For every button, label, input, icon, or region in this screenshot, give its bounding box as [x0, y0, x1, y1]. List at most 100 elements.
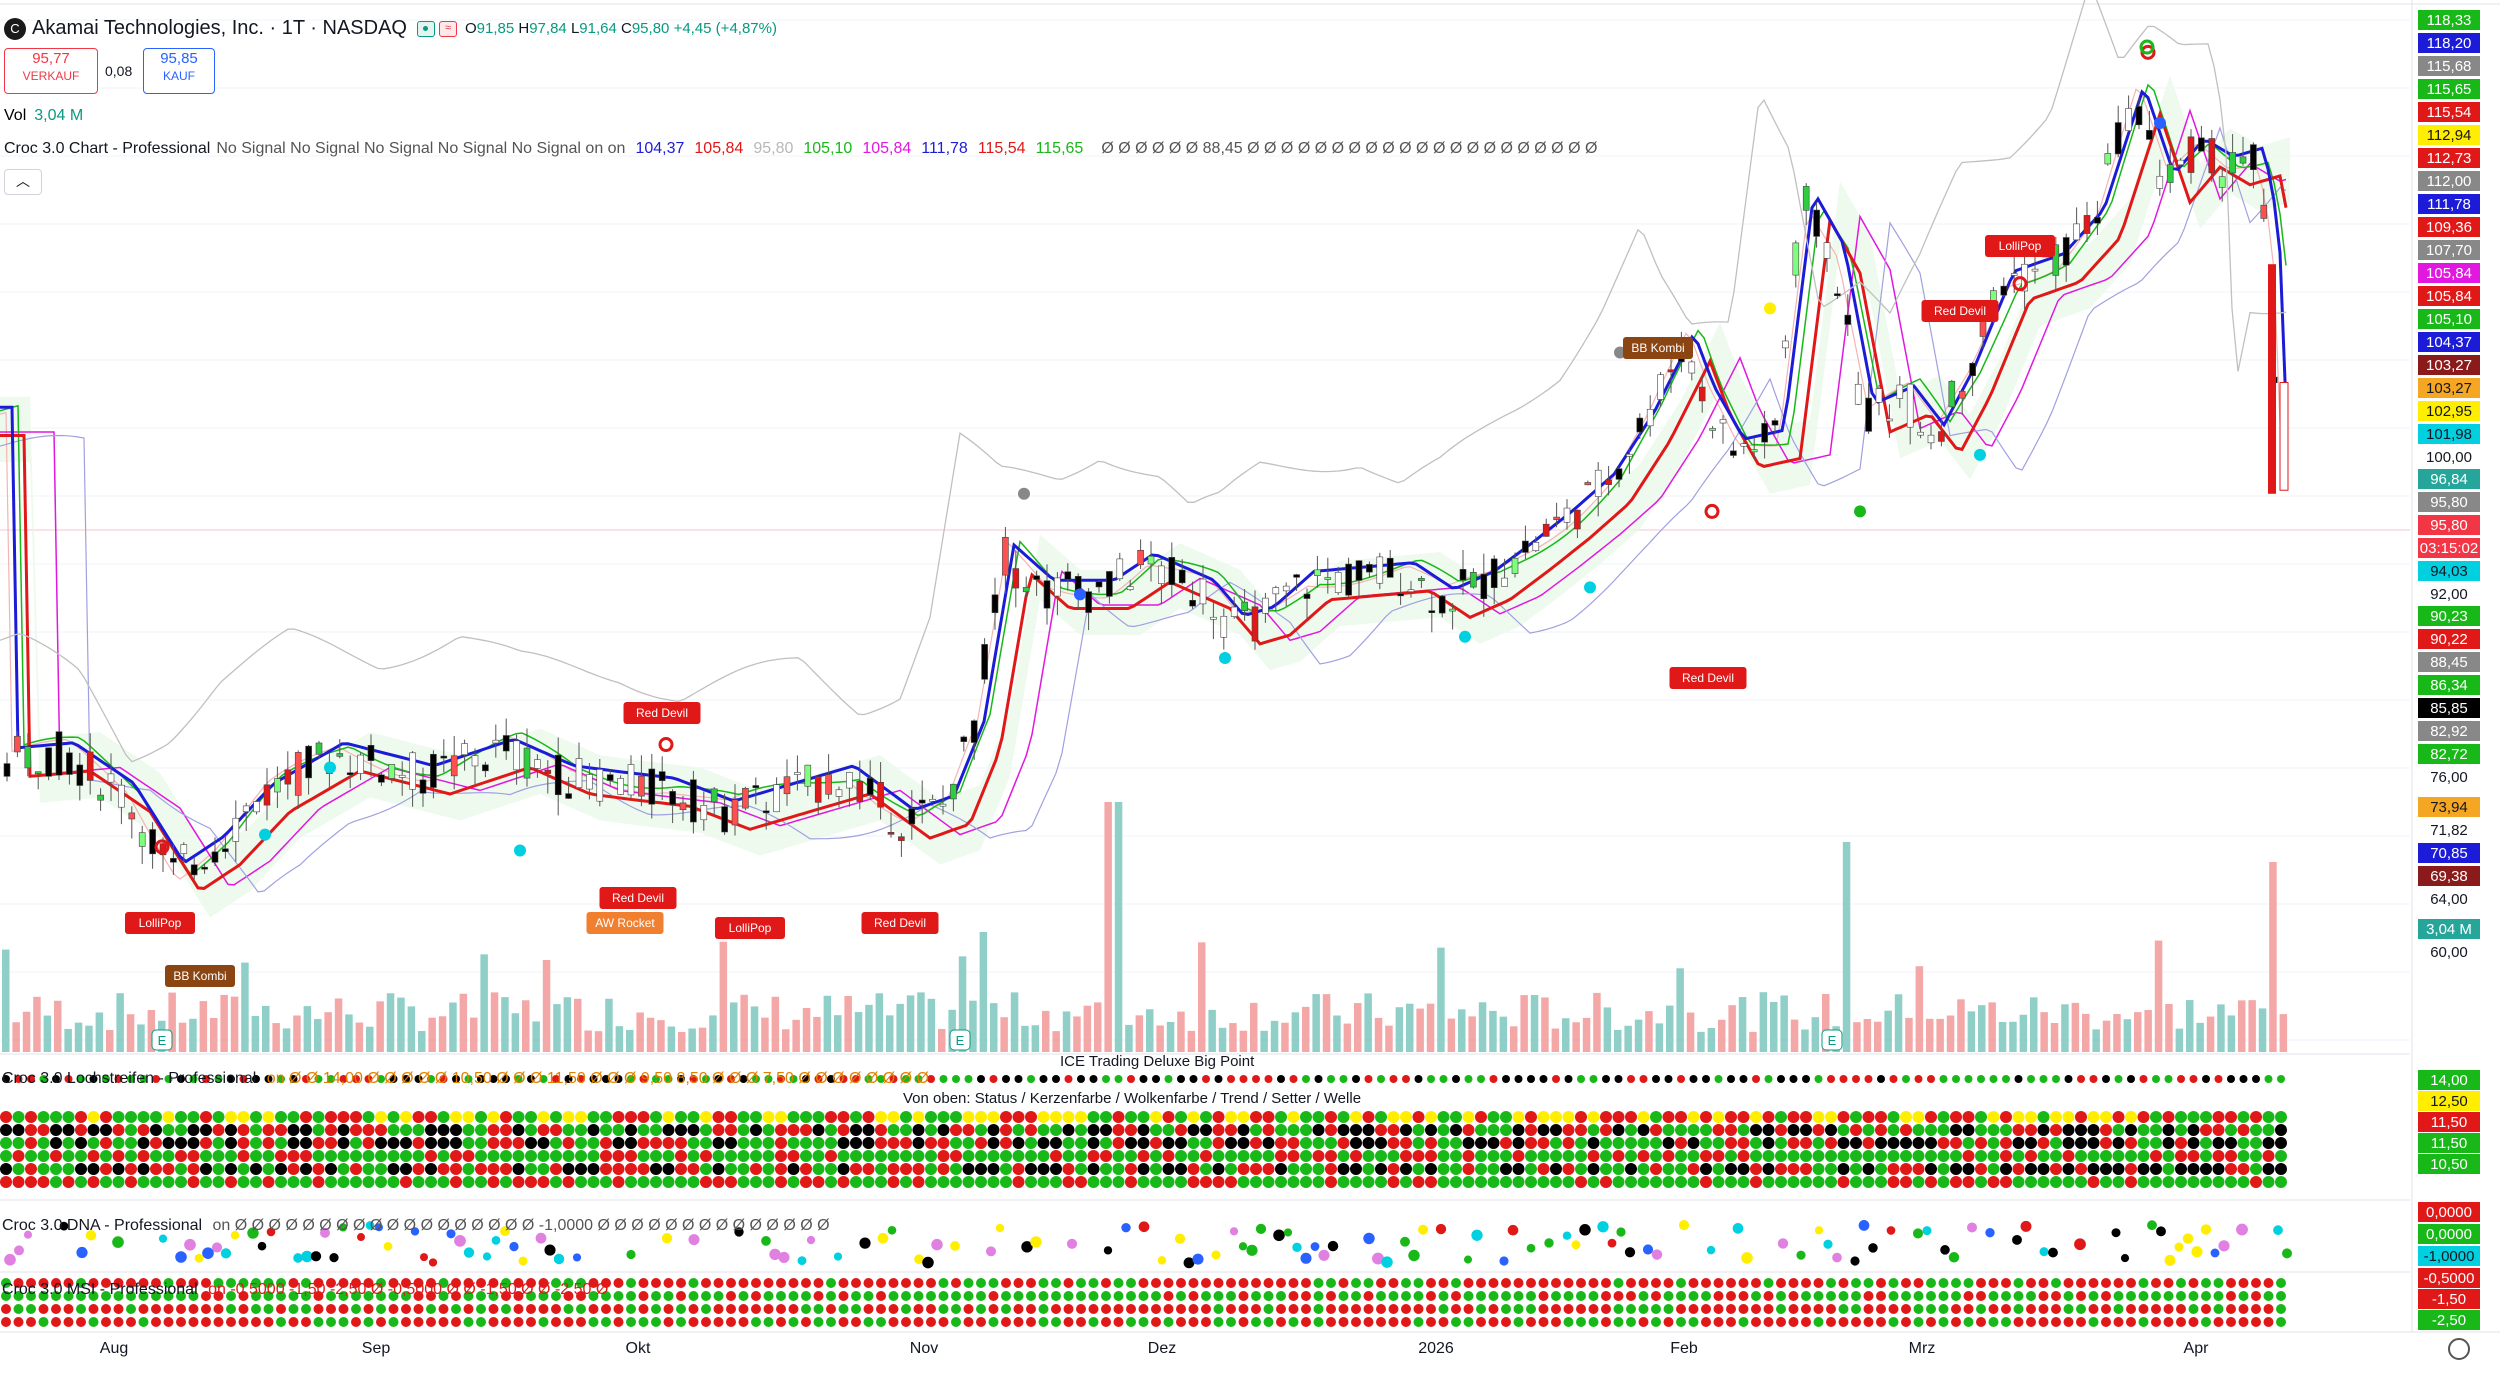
indicator-dot — [263, 1291, 274, 1301]
indicator-dot — [288, 1278, 299, 1288]
indicator-dot — [2138, 1317, 2149, 1327]
candle-body — [1553, 516, 1560, 520]
indicator-dot — [1826, 1317, 1836, 1327]
indicator-dot — [600, 1124, 612, 1136]
gear-icon[interactable] — [2448, 1338, 2470, 1360]
price-axis-label-text: 70,85 — [2430, 845, 2468, 862]
indicator-dot — [300, 1137, 312, 1149]
indicator-dot — [1738, 1291, 1749, 1301]
indicator-dot — [663, 1317, 674, 1327]
indicator-dot — [1025, 1111, 1037, 1123]
indicator-tail: Ø Ø Ø Ø Ø Ø 88,45 Ø Ø Ø Ø Ø Ø Ø Ø Ø Ø Ø … — [1101, 140, 1598, 157]
indicator-dot — [150, 1163, 162, 1175]
dna-dot — [887, 1225, 897, 1235]
candle-body — [1854, 383, 1862, 405]
ice-subtitle: Von oben: Status / Kerzenfarbe / Wolkenf… — [903, 1090, 1362, 1107]
indicator-dot — [1187, 1137, 1200, 1149]
buy-button[interactable]: 95,85 KAUF — [143, 48, 215, 94]
sub-axis-label: 10,50 — [2418, 1154, 2480, 1174]
candle-body — [856, 780, 864, 802]
indicator-dot — [313, 1278, 324, 1288]
volume-bar — [1031, 1025, 1040, 1052]
candle-body — [2062, 237, 2070, 266]
dna-legend[interactable]: Croc 3.0 DNA - Professional on Ø Ø Ø Ø Ø… — [2, 1217, 830, 1235]
dna-dot — [446, 1229, 456, 1239]
indicator-dot — [51, 1278, 61, 1288]
price-axis-label-text: 69,38 — [2430, 868, 2468, 885]
indicator-dot — [637, 1163, 650, 1175]
price-axis-label: 105,10 — [2418, 309, 2480, 329]
volume-bar — [1988, 1002, 1996, 1052]
signal-label-bg — [1669, 667, 1747, 689]
indicator-dot — [2137, 1163, 2150, 1175]
indicator-dot — [2025, 1111, 2037, 1123]
volume-legend[interactable]: Vol 3,04 M — [0, 107, 83, 125]
indicator-dot — [226, 1291, 236, 1301]
indicator-dot — [2151, 1317, 2161, 1327]
indicator-dot — [763, 1278, 774, 1288]
dna-dot — [2191, 1246, 2203, 1258]
indicator-dot — [1475, 1150, 1487, 1162]
price-axis-label-bg — [2418, 378, 2480, 398]
indicator-dot — [750, 1150, 762, 1162]
indicator-dot — [1275, 1176, 1287, 1188]
symbol-title[interactable]: Akamai Technologies, Inc. · 1T · NASDAQ — [32, 17, 407, 39]
indicator-dot — [112, 1111, 125, 1123]
indicator-dot — [2163, 1304, 2174, 1314]
indicator-dot — [462, 1150, 475, 1162]
volume-bar — [563, 997, 572, 1052]
signal-dot — [1018, 487, 1030, 500]
price-candles[interactable] — [3, 95, 2289, 881]
indicator-dot — [1150, 1111, 1162, 1123]
indicator-dot — [1875, 1150, 1887, 1162]
dna-dot — [950, 1241, 960, 1251]
indicator-dot — [164, 1075, 173, 1083]
indicator-dot — [1450, 1111, 1462, 1123]
indicator-dot — [2262, 1163, 2275, 1175]
sell-button[interactable]: 95,77 VERKAUF — [4, 48, 98, 94]
candle-body — [866, 777, 874, 795]
indicator-dot — [1962, 1176, 1975, 1188]
indicator-dot — [1176, 1278, 1186, 1288]
indicator-dot — [363, 1278, 374, 1288]
indicator-dot — [113, 1291, 124, 1301]
indicator-dot — [2051, 1317, 2061, 1327]
lochstreifen-legend[interactable]: Croc 3.0 Lochstreifen - Professional on … — [2, 1070, 929, 1088]
price-axis-label-bg — [2418, 148, 2480, 168]
indicator-dot — [1637, 1163, 1650, 1175]
indicator-dot — [450, 1163, 462, 1175]
indicator-dot — [1950, 1124, 1962, 1136]
price-axis[interactable]: 118,33118,20115,68115,65115,54112,94112,… — [2411, 0, 2480, 1332]
collapse-legend-button[interactable]: ︿ — [4, 169, 42, 195]
indicator-dot — [1276, 1278, 1286, 1288]
volume-bar — [1052, 1031, 1060, 1052]
candle-body — [617, 778, 624, 795]
indicator-dot — [2000, 1163, 2012, 1175]
indicator-dot — [2062, 1124, 2075, 1136]
indicator-dot — [375, 1124, 387, 1136]
candle-body — [554, 754, 562, 796]
candle-body — [398, 774, 406, 778]
indicator-dot — [451, 1304, 461, 1314]
volume-bar — [823, 995, 832, 1052]
indicator-dot — [1425, 1111, 1437, 1123]
indicator-dot — [1337, 1150, 1350, 1162]
indicator-legend-main[interactable]: Croc 3.0 Chart - Professional No Signal … — [0, 140, 1597, 158]
indicator-dot — [1276, 1317, 1286, 1327]
price-axis-label-text: 115,54 — [2427, 104, 2472, 121]
indicator-dot — [938, 1317, 949, 1327]
msi-legend[interactable]: Croc 3.0 MSI - Professional on -0,5000 -… — [2, 1281, 608, 1299]
indicator-dot — [1075, 1163, 1087, 1175]
indicator-dot — [801, 1278, 811, 1288]
indicator-dot — [175, 1137, 187, 1149]
indicator-dot — [576, 1317, 586, 1327]
price-axis-label-text: 103,27 — [2426, 380, 2472, 397]
volume-bar — [178, 1022, 187, 1052]
time-axis[interactable]: Aug Sep Okt Nov Dez 2026 Feb Mrz Apr — [0, 1331, 2500, 1357]
price-axis-label-bg — [2418, 797, 2480, 817]
indicator-dot — [463, 1278, 474, 1288]
dna-dot — [995, 1223, 1005, 1233]
volume-bar — [2, 949, 10, 1052]
indicator-dot — [325, 1137, 337, 1149]
